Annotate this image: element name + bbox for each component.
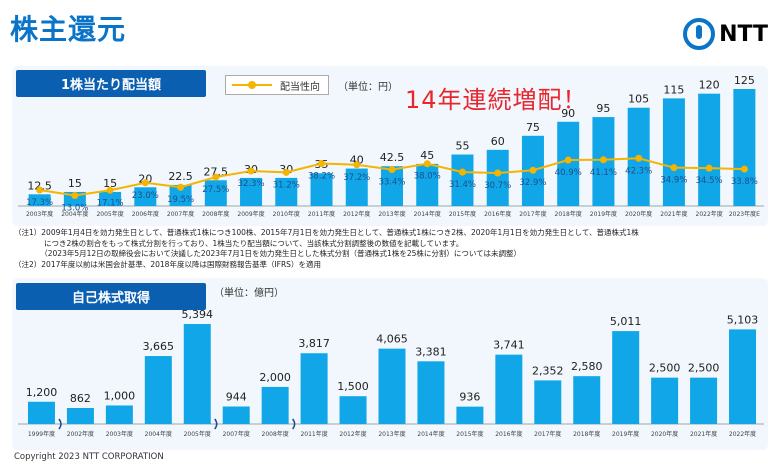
footnote-line: （注1）2009年1月4日を効力発生日として、普通株式1株につき100株、201… (14, 228, 639, 237)
page-title: 株主還元 (10, 13, 127, 46)
footnote-line: （注2）2017年度以前は米国会計基準、2018年度以降は国際財務報告基準（IF… (14, 259, 321, 269)
copyright: Copyright 2023 NTT CORPORATION (14, 452, 164, 462)
ntt-logo-icon (683, 18, 716, 50)
ntt-logo: NTT (683, 18, 768, 50)
legend-label: 配当性向 (280, 81, 320, 93)
buyback-unit: （単位：億円） (214, 288, 284, 299)
increase-headline: 14年連続増配！ (405, 86, 588, 114)
footnotes: （注1）2009年1月4日を効力発生日として、普通株式1株につき100株、201… (14, 228, 774, 270)
buyback-section-tab: 自己株式取得 (16, 283, 206, 310)
dividend-section-tab: 1株当たり配当額 (16, 70, 206, 97)
footnote-line: （2023年5月12日の取締役会において決議した2023年7月1日を効力発生日と… (14, 249, 521, 258)
payout-ratio-legend-marker (232, 81, 272, 89)
chart-legend: 配当性向 (225, 75, 329, 95)
dividend-unit: （単位：円） (338, 82, 398, 93)
logo-text: NTT (719, 21, 768, 47)
footnote-line: につき2株の割合をもって株式分割を行っており、1株当たり配当額について、当該株式… (14, 238, 464, 248)
